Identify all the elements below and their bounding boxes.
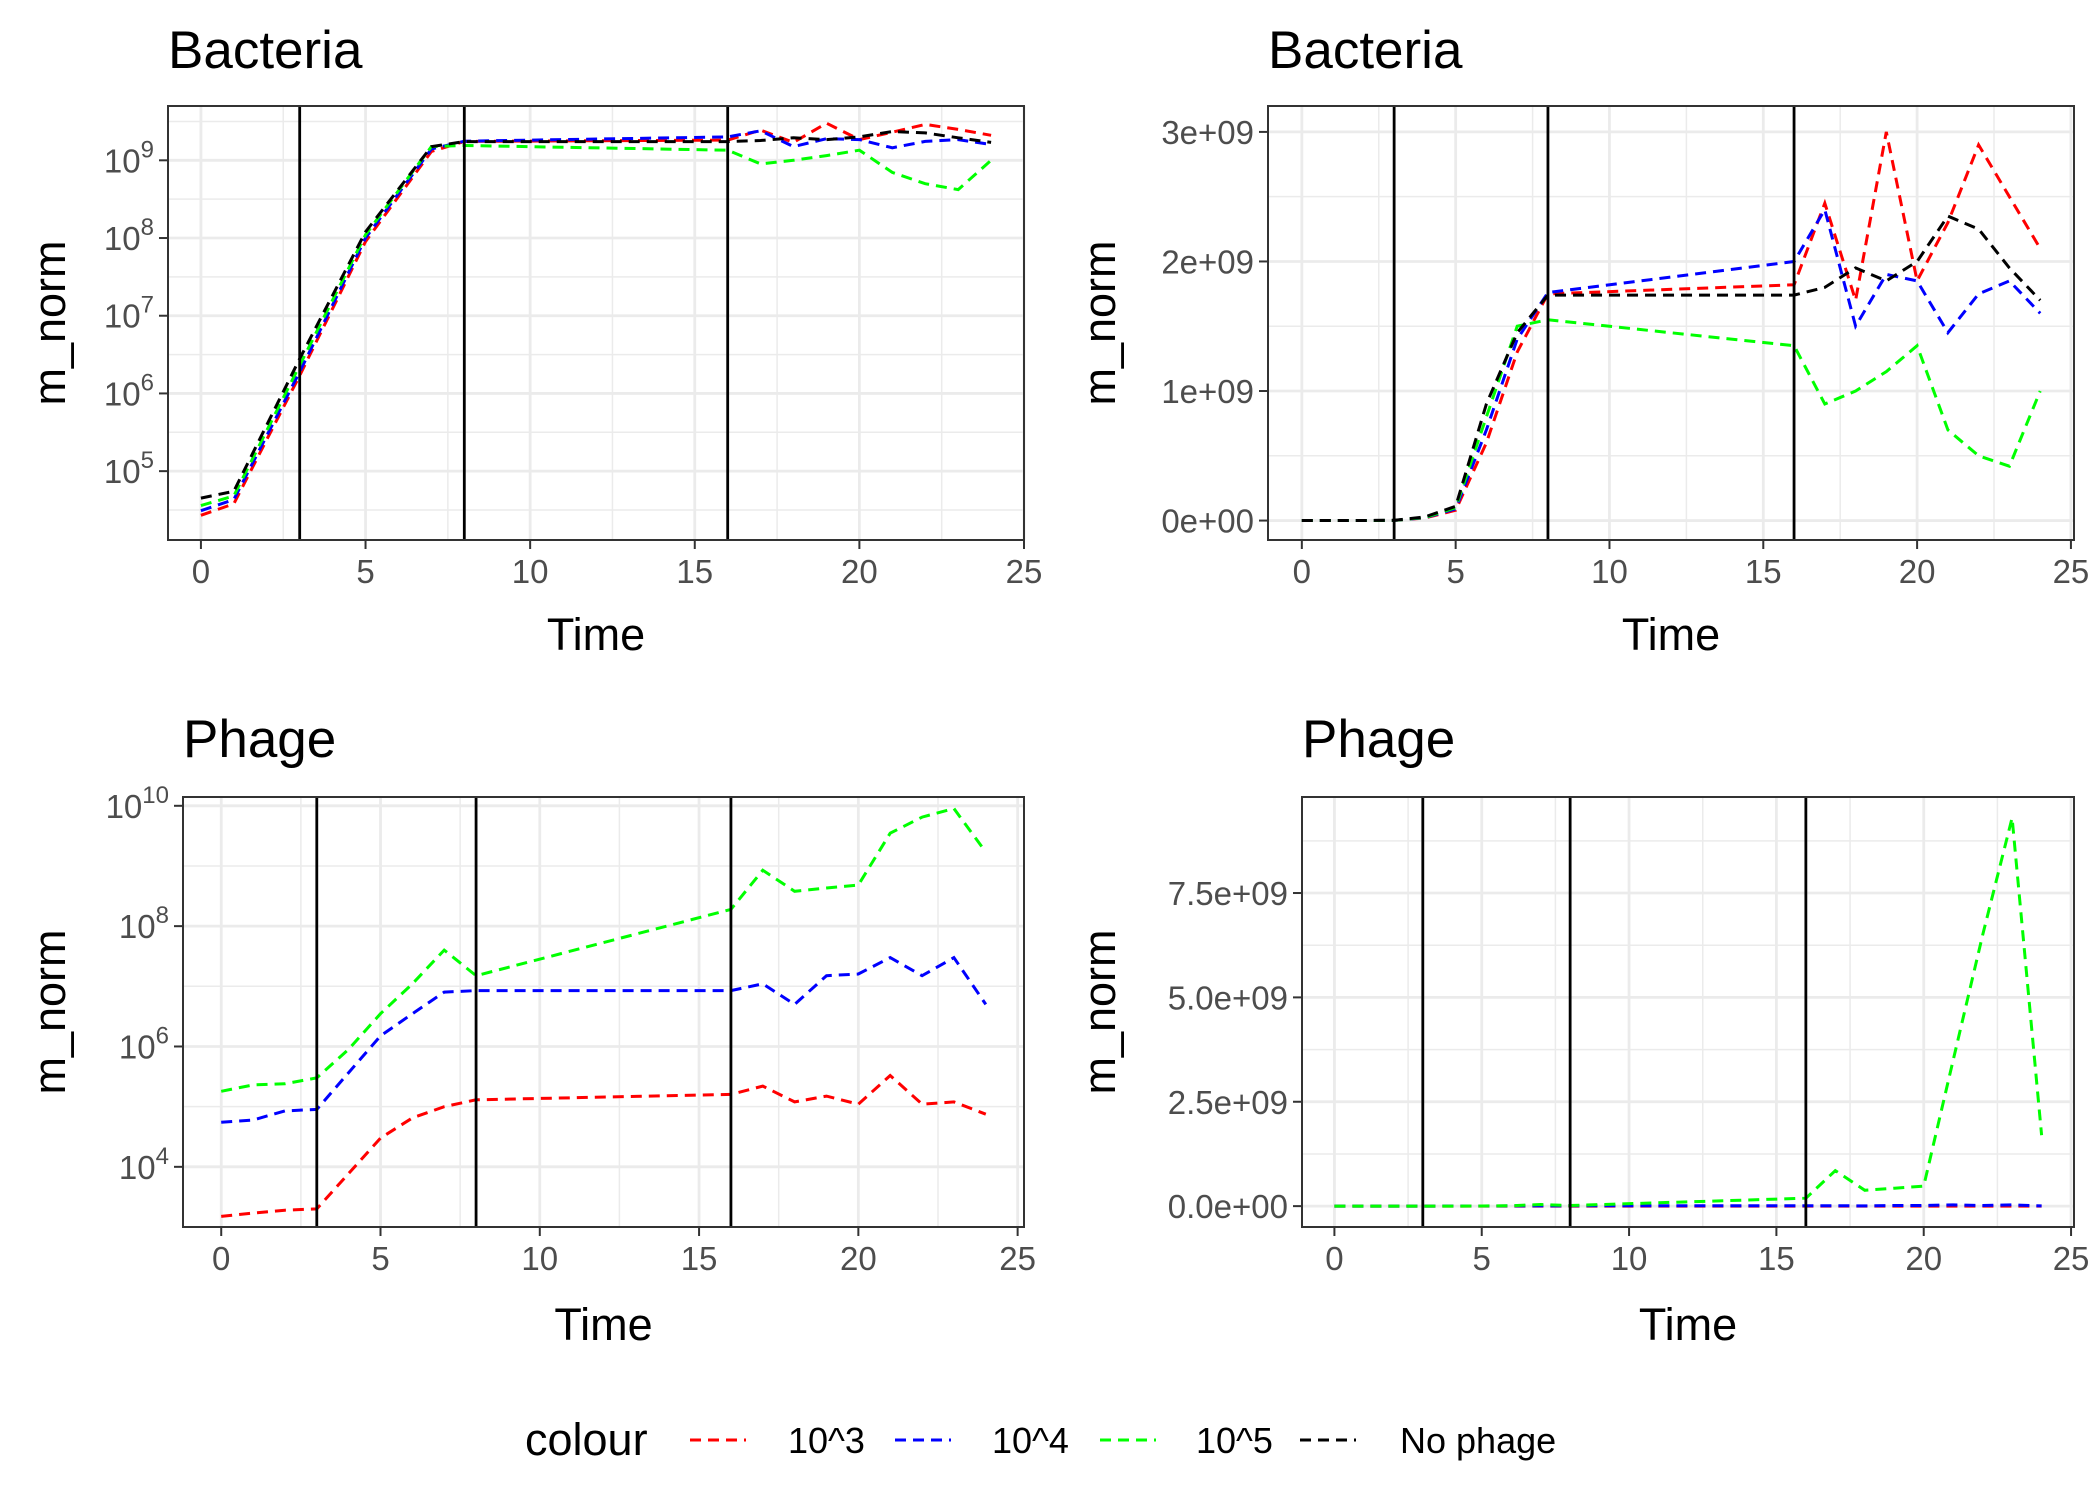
panel-title: Bacteria (168, 21, 363, 80)
panel-border (182, 796, 1025, 1228)
panel-border (1301, 796, 2075, 1228)
y-tick-label: 1010 (106, 782, 169, 825)
series-line-no-phage (200, 129, 992, 500)
panel-border (167, 105, 1025, 541)
x-tick-label: 0 (1293, 553, 1311, 590)
y-tick-label: 2.5e+09 (1168, 1084, 1288, 1121)
series-line-10-3 (200, 121, 992, 517)
legend-item: No phage (1300, 1420, 1556, 1461)
x-tick-label: 15 (676, 553, 713, 590)
x-tick-label: 5 (356, 553, 374, 590)
legend-label: 10^5 (1196, 1420, 1273, 1461)
y-axis-title: m_norm (1074, 240, 1125, 405)
x-tick-label: 10 (512, 553, 549, 590)
series-line-10-4 (200, 129, 992, 513)
y-tick-label: 105 (104, 447, 154, 490)
legend: colour 10^3 10^4 10^5 No phage (525, 1414, 1556, 1465)
y-tick-label: 1e+09 (1161, 373, 1254, 410)
x-tick-label: 25 (1006, 553, 1043, 590)
y-tick-label: 0e+00 (1161, 503, 1254, 540)
x-tick-label: 5 (371, 1240, 389, 1277)
x-tick-label: 20 (1899, 553, 1936, 590)
x-tick-label: 20 (1905, 1240, 1942, 1277)
y-axis-title: m_norm (1074, 929, 1125, 1094)
series-line-no-phage (1301, 214, 2042, 522)
x-tick-label: 15 (1758, 1240, 1795, 1277)
x-axis-title: Time (547, 609, 645, 660)
y-tick-label: 0.0e+00 (1168, 1188, 1288, 1225)
legend-item: 10^5 (1100, 1420, 1273, 1461)
panel-1: 0 5 10 15 20 25 105 106 107 108 109 Bacteria Time m_n… (24, 21, 1042, 660)
x-tick-label: 25 (2053, 553, 2090, 590)
y-axis-title: m_norm (24, 240, 75, 405)
x-tick-label: 25 (2053, 1240, 2090, 1277)
series-line-10-4 (1301, 205, 2042, 522)
x-tick-label: 5 (1446, 553, 1464, 590)
panel-title: Phage (1302, 710, 1455, 769)
panel-border (1267, 105, 2075, 541)
x-tick-label: 0 (212, 1240, 230, 1277)
y-tick-label: 7.5e+09 (1168, 875, 1288, 912)
x-tick-label: 15 (1745, 553, 1782, 590)
y-tick-label: 108 (104, 214, 154, 257)
panel-background (168, 106, 1024, 540)
x-tick-label: 15 (681, 1240, 718, 1277)
y-tick-label: 106 (119, 1022, 169, 1065)
panel-background (1302, 797, 2074, 1227)
y-tick-label: 2e+09 (1161, 243, 1254, 280)
x-tick-label: 25 (999, 1240, 1036, 1277)
y-tick-label: 104 (119, 1143, 169, 1186)
y-tick-label: 108 (119, 902, 169, 945)
panel-2: 0 5 10 15 20 25 0e+00 1e+09 2e+09 3e+09 Bacteria Ti… (1074, 21, 2089, 660)
legend-label: 10^3 (788, 1420, 865, 1461)
series-line-10-4 (1334, 1203, 2042, 1208)
x-tick-label: 20 (840, 1240, 877, 1277)
legend-label: 10^4 (992, 1420, 1069, 1461)
panel-background (183, 797, 1024, 1227)
y-tick-label: 107 (104, 292, 154, 335)
x-axis-title: Time (1622, 609, 1720, 660)
legend-title: colour (525, 1414, 648, 1465)
x-tick-label: 0 (192, 553, 210, 590)
x-tick-label: 5 (1473, 1240, 1491, 1277)
panel-title: Phage (183, 710, 336, 769)
panel-background (1268, 106, 2074, 540)
panel-3: 0 5 10 15 20 25 104 106 108 1010 Phage Time m_norm (24, 710, 1036, 1350)
series-line-10-5 (1334, 817, 2044, 1208)
x-tick-label: 10 (521, 1240, 558, 1277)
series-line-10-3 (1301, 131, 2042, 522)
series-line-10-5 (220, 806, 988, 1093)
legend-label: No phage (1400, 1420, 1556, 1461)
y-tick-label: 3e+09 (1161, 114, 1254, 151)
panel-title: Bacteria (1268, 21, 1463, 80)
y-axis-title: m_norm (24, 929, 75, 1094)
x-tick-label: 10 (1591, 553, 1628, 590)
x-axis-title: Time (1639, 1299, 1737, 1350)
legend-item: 10^4 (895, 1420, 1069, 1461)
x-tick-label: 20 (841, 553, 878, 590)
legend-item: 10^3 (690, 1420, 865, 1461)
x-tick-label: 0 (1325, 1240, 1343, 1277)
panel-4: 0 5 10 15 20 25 0.0e+00 2.5e+09 5.0e+09 7.5e+09 Ph… (1074, 710, 2089, 1350)
x-tick-label: 10 (1611, 1240, 1648, 1277)
y-tick-label: 5.0e+09 (1168, 979, 1288, 1016)
panels: 0 5 10 15 20 25105106107108109BacteriaTimem_n… (24, 21, 2089, 1350)
y-tick-label: 106 (104, 369, 154, 412)
y-tick-label: 109 (104, 136, 154, 179)
x-axis-title: Time (554, 1299, 652, 1350)
